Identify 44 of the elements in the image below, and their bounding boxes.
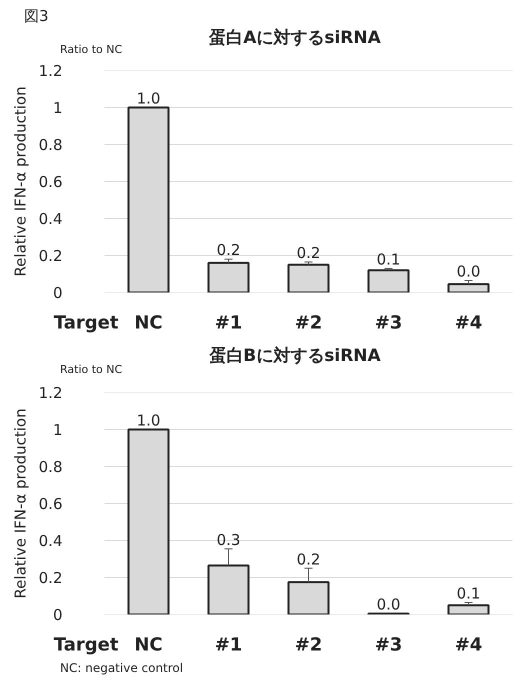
text: Ratio to NC — [60, 42, 122, 58]
data-label: 0.2 — [296, 550, 320, 568]
y-tick-label: 0 — [52, 606, 63, 624]
x-axis-title: Target — [54, 312, 119, 334]
x-tick-label: #3 — [374, 312, 402, 334]
text: Ratio to NC — [60, 362, 122, 378]
data-label: 0.1 — [376, 250, 400, 268]
y-tick-label: 0.2 — [38, 247, 63, 265]
chart-title: 蛋白Aに対するsiRNA — [209, 28, 381, 48]
y-tick-label: 0.6 — [38, 495, 63, 513]
x-tick-label: NC — [134, 312, 163, 334]
y-tick-label: 0.4 — [38, 532, 63, 550]
x-tick-label: #2 — [294, 312, 322, 334]
data-label: 1.0 — [136, 412, 160, 430]
y-tick-label: 1.2 — [38, 384, 63, 402]
data-label: 0.2 — [216, 241, 240, 260]
y-tick-label: 0.8 — [38, 458, 63, 476]
y-tick-label: 0.6 — [38, 173, 63, 191]
data-label: 1.0 — [136, 90, 160, 108]
x-tick-label: #1 — [214, 634, 242, 656]
y-tick-label: 0.4 — [38, 210, 63, 228]
y-tick-label: 0.8 — [38, 136, 63, 154]
data-label: 0.0 — [376, 596, 400, 614]
caption: 図3 — [24, 6, 49, 27]
text: NC: negative control — [60, 660, 184, 677]
x-tick-label: #4 — [454, 634, 482, 656]
data-label: 0.2 — [296, 244, 320, 262]
y-tick-label: 1.2 — [38, 62, 63, 80]
x-tick-label: #1 — [214, 312, 242, 334]
y-tick-label: 0.2 — [38, 569, 63, 587]
data-label: 0.0 — [456, 262, 480, 280]
y-tick-label: 0 — [52, 284, 63, 302]
x-tick-label: NC — [134, 634, 163, 656]
x-axis-title: Target — [54, 634, 119, 656]
data-label: 0.3 — [216, 530, 240, 549]
data-label: 0.1 — [456, 584, 480, 602]
y-tick-label: 1 — [52, 421, 63, 439]
y-axis-title: Relative IFN-α production — [12, 408, 30, 599]
chart-title: 蛋白Bに対するsiRNA — [209, 346, 381, 366]
x-tick-label: #4 — [454, 312, 482, 334]
x-tick-label: #2 — [294, 634, 322, 656]
y-axis-title: Relative IFN-α production — [12, 86, 30, 277]
y-tick-label: 1 — [52, 99, 63, 117]
x-tick-label: #3 — [374, 634, 402, 656]
